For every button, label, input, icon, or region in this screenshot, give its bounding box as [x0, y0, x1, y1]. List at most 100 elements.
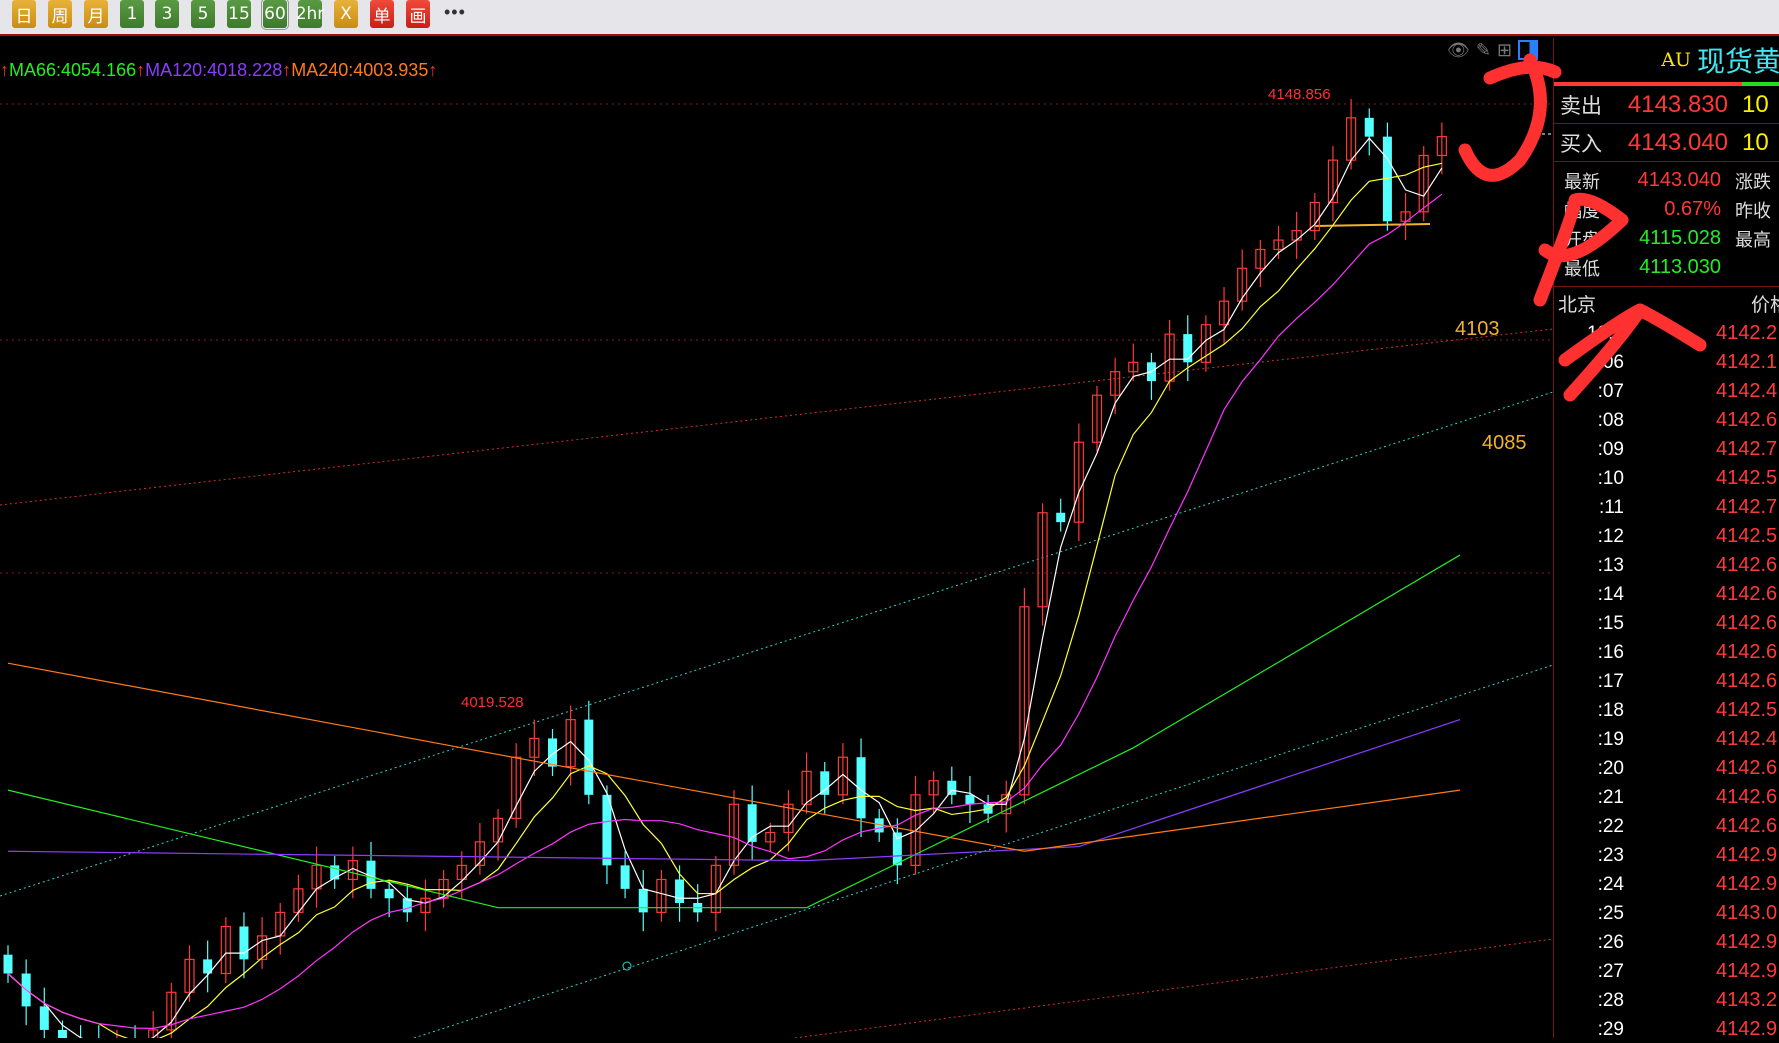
tick-row: :09 4142.7	[1554, 435, 1779, 464]
tick-time: :25	[1597, 902, 1624, 924]
tick-price: 4142.5	[1716, 525, 1778, 547]
candle-body	[529, 737, 540, 758]
ma-legend: ↑MA66:4054.166↑MA120:4018.228↑MA240:4003…	[0, 60, 437, 81]
period-button-5[interactable]: 5	[191, 0, 215, 28]
tick-row: :12 4142.5	[1554, 522, 1779, 551]
symbol-name: 现货黄金	[1696, 45, 1779, 78]
tick-row: :16 4142.6	[1554, 638, 1779, 667]
period-button-X[interactable]: X	[334, 0, 358, 28]
pencil-icon[interactable]: ✎	[1475, 40, 1491, 60]
stat-label-2: 最高	[1735, 229, 1771, 251]
period-button-画[interactable]: 画	[406, 0, 430, 28]
tick-row: :29 4142.9	[1554, 1015, 1779, 1038]
sell-label: 卖出	[1560, 93, 1602, 118]
tick-time: :10	[1597, 467, 1624, 489]
candle-body	[1128, 361, 1139, 373]
trend-line	[0, 391, 1554, 897]
tick-price: 4142.6	[1716, 409, 1778, 431]
tick-time: :22	[1597, 815, 1624, 837]
stat-row: 幅度 0.67% 昨收	[1554, 195, 1779, 224]
candle-body	[39, 1006, 49, 1030]
candle-body	[565, 719, 576, 768]
candle-body	[1091, 394, 1103, 443]
tick-time: :15	[1597, 612, 1624, 634]
period-button-15[interactable]: 15	[227, 0, 251, 28]
stat-row: 开盘 4115.028 最高	[1554, 224, 1779, 253]
tick-time: :19	[1597, 728, 1624, 750]
trend-line	[794, 938, 1554, 1039]
more-button[interactable]: •••	[444, 2, 466, 22]
tick-price: 4142.9	[1716, 844, 1778, 866]
tick-time: :21	[1597, 786, 1624, 808]
tick-time: :16	[1597, 641, 1624, 663]
tick-list[interactable]: 19:2 4142.2 :06 4142.1 :07 4142.4 :08 41…	[1554, 319, 1779, 1038]
tick-price: 4142.6	[1716, 757, 1778, 779]
tick-price: 4142.1	[1716, 351, 1778, 373]
level-label-4103: 4103	[1455, 318, 1500, 340]
tick-price: 4142.2	[1716, 322, 1778, 344]
candle-body	[947, 780, 957, 795]
ticks-header: 北京 价格	[1554, 287, 1779, 319]
stat-label-2: 涨跌	[1735, 171, 1771, 193]
candle-body	[656, 878, 667, 913]
period-button-日[interactable]: 日	[12, 0, 36, 28]
legend-ma120: MA120:4018.228	[145, 60, 283, 80]
tick-time: :28	[1597, 989, 1624, 1011]
tick-price: 4142.9	[1716, 1018, 1778, 1038]
high-price-label: 4148.856	[1268, 86, 1331, 103]
buy-row[interactable]: 买入 4143.040 10	[1554, 124, 1779, 162]
candlestick-chart[interactable]	[0, 38, 1554, 1043]
candle-body	[1436, 136, 1447, 157]
candle-body	[1110, 371, 1121, 396]
eye-icon[interactable]: 👁	[1447, 40, 1470, 60]
candle-body	[837, 756, 849, 796]
arrow-line	[1314, 223, 1431, 227]
candle-body	[1200, 324, 1212, 363]
grid-icon[interactable]: ⊞	[1496, 40, 1513, 60]
candle-body	[638, 888, 648, 913]
tick-price: 4142.6	[1716, 786, 1778, 808]
candle-body	[402, 898, 412, 913]
candle-body	[965, 794, 975, 805]
tick-time: 19:2	[1587, 322, 1624, 344]
period-button-周[interactable]: 周	[48, 0, 72, 28]
ticks-price-header: 价格	[1750, 293, 1779, 316]
tick-time: :13	[1597, 554, 1624, 576]
stat-value: 4113.030	[1639, 256, 1721, 278]
candle-body	[203, 959, 213, 974]
ticks-time-header: 北京	[1558, 293, 1597, 316]
tick-row: :19 4142.4	[1554, 725, 1779, 754]
candle-body	[1418, 154, 1429, 213]
trend-line	[0, 328, 1554, 506]
stat-label: 幅度	[1564, 200, 1600, 222]
tick-row: :27 4142.9	[1554, 957, 1779, 986]
sell-row[interactable]: 卖出 4143.830 10	[1554, 86, 1779, 124]
candle-body	[148, 1029, 159, 1043]
candle-body	[1327, 159, 1339, 204]
period-button-3[interactable]: 3	[155, 0, 179, 28]
stat-value: 4115.028	[1639, 227, 1721, 249]
candle-body	[928, 780, 939, 796]
panel-icon[interactable]	[1518, 40, 1539, 60]
candle-body	[456, 864, 467, 881]
candle-body	[584, 719, 594, 795]
candle-body	[892, 832, 902, 866]
period-button-单[interactable]: 单	[370, 0, 394, 28]
period-button-月[interactable]: 月	[84, 0, 108, 28]
candle-body	[620, 865, 630, 889]
tick-price: 4142.6	[1716, 670, 1778, 692]
legend-arrow: ↑	[136, 60, 146, 80]
tick-price: 4142.7	[1716, 438, 1778, 460]
stat-label-2: 昨收	[1735, 200, 1771, 222]
period-button-2hr[interactable]: 2hr	[296, 0, 324, 28]
tick-price: 4142.6	[1716, 583, 1778, 605]
tick-time: :08	[1597, 409, 1624, 431]
stat-label: 开盘	[1564, 229, 1600, 251]
tick-time: :06	[1597, 351, 1624, 373]
stat-label: 最新	[1564, 171, 1600, 193]
period-button-60[interactable]: 60	[261, 0, 289, 30]
candle-body	[548, 738, 557, 767]
chart-canvas[interactable]	[0, 38, 1554, 1043]
candle-body	[420, 897, 431, 913]
period-button-1[interactable]: 1	[120, 0, 144, 28]
